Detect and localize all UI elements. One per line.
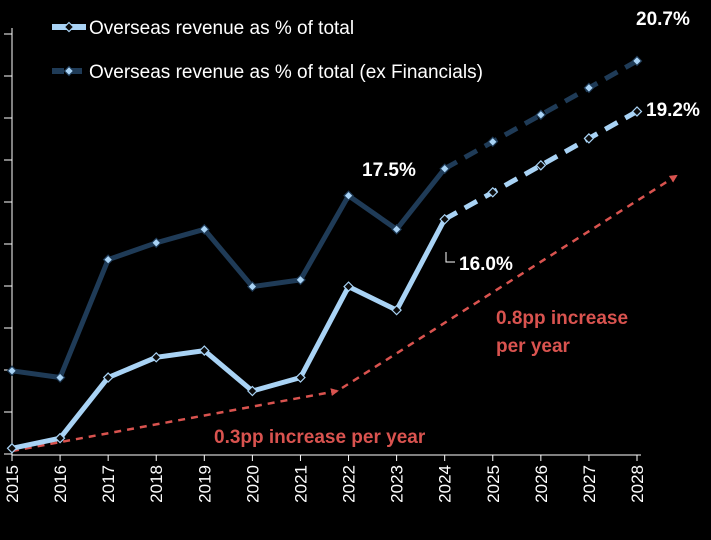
annotation-0-8pp-line2: per year [496,336,571,357]
legend-marker-overseas [63,21,75,33]
chart-legend: Overseas revenue as % of total Overseas … [52,18,483,83]
series-layer [6,55,643,454]
x-tick-label-2024: 2024 [436,465,455,503]
x-tick-label-2026: 2026 [532,465,551,503]
x-tick-label-2015: 2015 [3,465,22,503]
series-0-point-2018 [150,351,162,363]
series-1-point-2027 [583,82,595,94]
series-line-1-actual [11,167,447,381]
x-tick-label-2022: 2022 [340,465,359,503]
series-1-point-2021 [295,274,306,286]
annotation-0-8pp-line1: 0.8pp increase [496,308,628,329]
series-1-point-2016 [54,372,66,383]
legend-entry-ex-financials: Overseas revenue as % of total (ex Finan… [89,62,483,83]
series-line-1-projected [443,58,639,171]
series-0-point-2025 [487,186,499,198]
x-tick-label-2018: 2018 [147,465,166,503]
series-1-point-2020 [247,281,258,292]
trend-arrow-0-8pp [341,174,678,390]
legend-entry-overseas: Overseas revenue as % of total [89,18,354,39]
series-1-point-2025 [487,136,499,148]
x-tick-label-2020: 2020 [243,465,262,503]
series-1-point-2023 [391,223,402,235]
series-1-point-2026 [535,109,547,121]
series-1-point-2018 [150,237,162,249]
series-0-point-2015 [6,442,18,454]
series-line-0-actual [11,218,447,451]
series-1-point-2022 [343,190,354,202]
series-0-point-2021 [295,372,306,383]
series-1-point-2028 [631,55,643,67]
data-label-overseas-2028: 19.2% [646,100,700,121]
series-0-point-2023 [391,304,402,316]
series-0-point-2022 [343,281,354,292]
series-0-point-2027 [583,133,595,144]
x-tick-label-2027: 2027 [580,465,599,503]
series-0-point-2028 [631,106,643,117]
data-labels: 17.5% 16.0% 20.7% 19.2% 0.3pp increase p… [214,9,700,448]
series-0-point-2019 [198,345,210,356]
chart-axes: 2015 2016 2017 2018 2019 2020 2021 2022 2023 2024… [3,28,647,503]
series-0-point-2026 [535,160,547,171]
series-0-point-2020 [247,385,258,397]
data-label-ex-fin-2028: 20.7% [636,9,690,30]
x-tick-label-2023: 2023 [388,465,407,503]
trend-arrows [11,174,678,453]
x-tick-label-2025: 2025 [484,465,503,503]
x-tick-label-2028: 2028 [628,465,647,503]
x-tick-label-2019: 2019 [195,465,214,503]
trend-arrow-0-3pp [11,388,339,453]
series-1-point-2017 [102,254,114,266]
x-tick-label-2016: 2016 [51,465,70,503]
series-0-point-2017 [102,372,114,383]
series-0-point-2024 [439,213,451,225]
x-tick-label-2017: 2017 [99,465,118,503]
data-label-overseas-2024: 16.0% [459,254,513,275]
series-line-0-projected [443,109,639,222]
data-label-leader [445,252,455,263]
x-tick-label-2021: 2021 [291,465,310,503]
series-1-point-2024 [439,163,451,175]
series-0-point-2016 [54,432,66,444]
series-1-point-2019 [198,223,210,235]
series-1-point-2015 [6,365,18,377]
data-label-ex-fin-2024: 17.5% [362,160,416,181]
annotation-0-3pp: 0.3pp increase per year [214,427,426,448]
legend-marker-ex-financials [63,65,75,77]
